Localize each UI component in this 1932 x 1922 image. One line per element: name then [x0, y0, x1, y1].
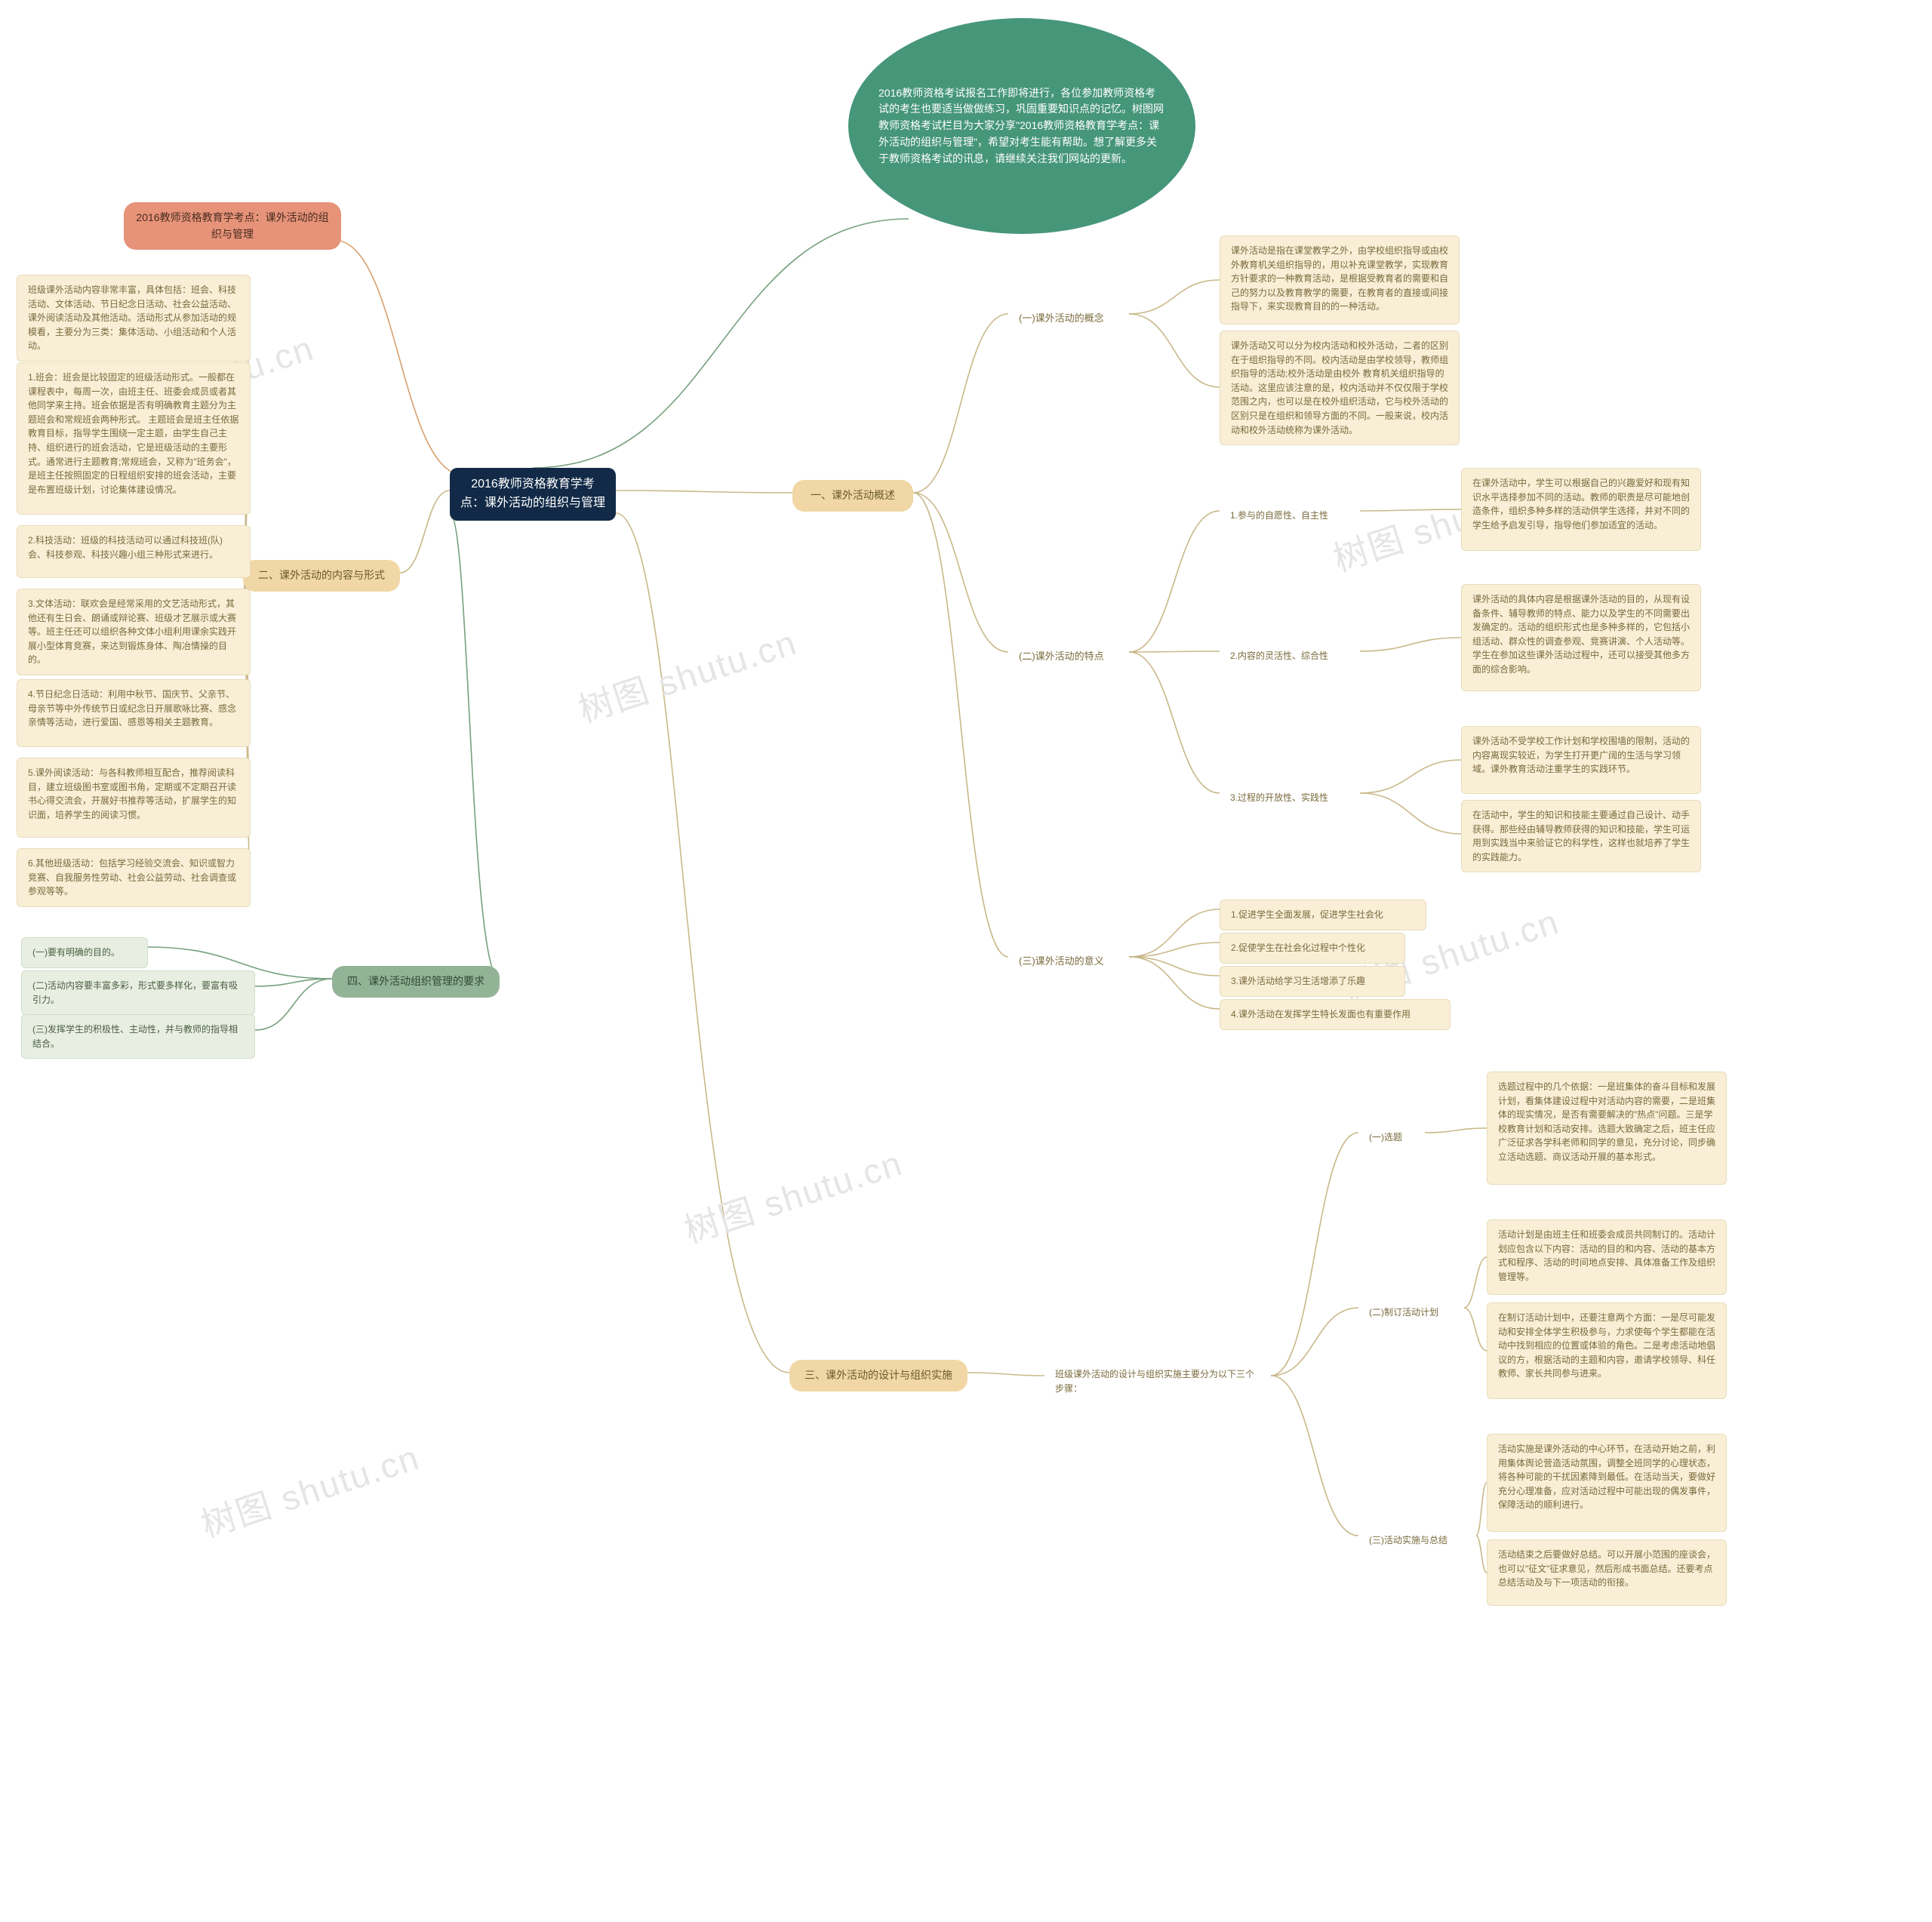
one-c3: (三)课外活动的意义	[1008, 946, 1129, 976]
three-c2-leaf-0: 活动计划是由班主任和班委会成员共同制订的。活动计划应包含以下内容：活动的目的和内…	[1487, 1219, 1727, 1295]
intro-bubble: 2016教师资格考试报名工作即将进行，各位参加教师资格考试的考生也要适当做做练习…	[848, 18, 1195, 234]
one-c2-s2-leaf-0: 课外活动的具体内容是根据课外活动的目的，从现有设备条件、辅导教师的特点、能力以及…	[1461, 584, 1701, 691]
two-leaf-3: 4.节日纪念日活动：利用中秋节、国庆节、父亲节、母亲节等中外传统节日或纪念日开展…	[17, 679, 251, 747]
center-node: 2016教师资格教育学考点：课外活动的组织与管理	[450, 468, 616, 521]
one-c2-s3-leaf-1: 在活动中，学生的知识和技能主要通过自己设计、动手获得。那些经由辅导教师获得的知识…	[1461, 800, 1701, 872]
one-c1: (一)课外活动的概念	[1008, 303, 1129, 334]
watermark: 树图 shutu.cn	[677, 1136, 908, 1253]
one-c2: (二)课外活动的特点	[1008, 641, 1129, 672]
one-c3-leaf-3: 4.课外活动在发挥学生特长发面也有重要作用	[1220, 999, 1451, 1030]
two-leaf-1: 2.科技活动：班级的科技活动可以通过科技班(队)会、科技参观、科技兴趣小组三种形…	[17, 525, 251, 578]
four-leaf-0: (一)要有明确的目的。	[21, 937, 148, 968]
one-c2-s3-leaf-0: 课外活动不受学校工作计划和学校围墙的限制，活动的内容离现实较近，为学生打开更广阔…	[1461, 726, 1701, 794]
one-c2-s1: 1.参与的自愿性、自主性	[1220, 501, 1360, 530]
one-c3-leaf-0: 1.促进学生全面发展，促进学生社会化	[1220, 899, 1426, 930]
section-three: 三、课外活动的设计与组织实施	[789, 1360, 968, 1392]
two-leaf-2: 3.文体活动：联欢会是经常采用的文艺活动形式，其他还有生日会、朗诵或辩论赛、班级…	[17, 589, 251, 675]
two-leaf-4: 5.课外阅读活动：与各科教师相互配合，推荐阅读科目，建立班级图书室或图书角，定期…	[17, 758, 251, 838]
four-leaf-1: (二)活动内容要丰富多彩，形式要多样化，要富有吸引力。	[21, 970, 255, 1015]
one-c2-s1-leaf-0: 在课外活动中，学生可以根据自己的兴趣爱好和现有知识水平选择参加不同的活动。教师的…	[1461, 468, 1701, 551]
one-c3-leaf-2: 3.课外活动给学习生活增添了乐趣	[1220, 966, 1405, 997]
mindmap-canvas: 树图 shutu.cn树图 shutu.cn树图 shutu.cn树图 shut…	[0, 0, 1932, 1922]
one-c2-s2: 2.内容的灵活性、综合性	[1220, 641, 1360, 671]
two-leaf-5: 6.其他班级活动：包括学习经验交流会、知识或智力竞赛、自我服务性劳动、社会公益劳…	[17, 848, 251, 907]
three-c2-leaf-1: 在制订活动计划中，还要注意两个方面：一是尽可能发动和安排全体学生积极参与，力求使…	[1487, 1302, 1727, 1399]
section-four: 四、课外活动组织管理的要求	[332, 966, 500, 998]
edge-layer	[0, 0, 1932, 1922]
one-c3-leaf-1: 2.促使学生在社会化过程中个性化	[1220, 933, 1405, 964]
orange-title: 2016教师资格教育学考点：课外活动的组织与管理	[124, 202, 341, 250]
three-c3: (三)活动实施与总结	[1358, 1526, 1476, 1555]
three-c1: (一)选题	[1358, 1123, 1425, 1152]
watermark: 树图 shutu.cn	[194, 1430, 425, 1548]
one-c1-leaf-1: 课外活动又可以分为校内活动和校外活动，二者的区别在于组织指导的不同。校内活动是由…	[1220, 331, 1460, 445]
two-intro-leaf: 班级课外活动内容非常丰富，具体包括：班会、科技活动、文体活动、节日纪念日活动、社…	[17, 275, 251, 361]
three-mid: 班级课外活动的设计与组织实施主要分为以下三个步骤：	[1044, 1360, 1271, 1403]
three-c3-leaf-0: 活动实施是课外活动的中心环节，在活动开始之前，利用集体舆论营造活动氛围，调整全班…	[1487, 1434, 1727, 1532]
three-c2: (二)制订活动计划	[1358, 1298, 1464, 1327]
watermark: 树图 shutu.cn	[571, 615, 802, 733]
one-c1-leaf-0: 课外活动是指在课堂教学之外，由学校组织指导或由校外教育机关组织指导的，用以补充课…	[1220, 235, 1460, 324]
three-c3-leaf-1: 活动结束之后要做好总结。可以开展小范围的座谈会，也可以"征文"征求意见，然后形成…	[1487, 1539, 1727, 1606]
section-two: 二、课外活动的内容与形式	[243, 560, 400, 592]
two-leaf-0: 1.班会：班会是比较固定的班级活动形式。一般都在课程表中，每周一次，由班主任、班…	[17, 362, 251, 515]
one-c2-s3: 3.过程的开放性、实践性	[1220, 783, 1360, 813]
four-leaf-2: (三)发挥学生的积极性、主动性，并与教师的指导相结合。	[21, 1014, 255, 1059]
section-one: 一、课外活动概述	[792, 480, 913, 512]
three-c1-leaf-0: 选题过程中的几个依据：一是班集体的奋斗目标和发展计划，看集体建设过程中对活动内容…	[1487, 1072, 1727, 1185]
